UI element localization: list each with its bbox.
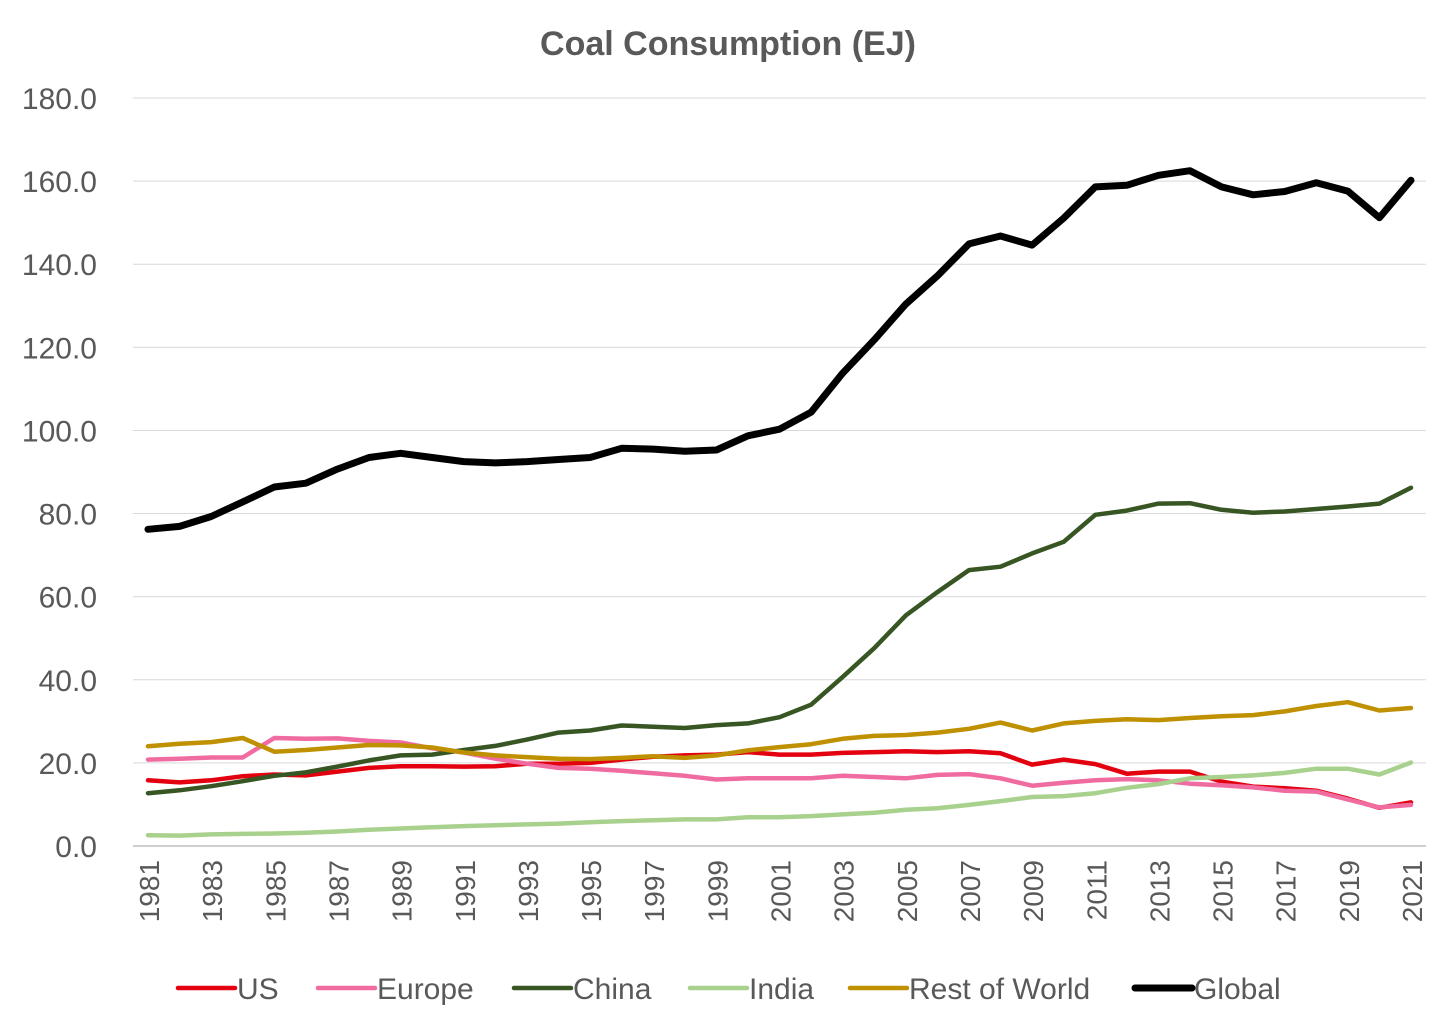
x-axis: 1981 1983 1985 1987 1989 1991 1993 1995 1997 1999… <box>134 860 1428 922</box>
y-tick-label: 80.0 <box>39 499 97 532</box>
legend-label: US <box>237 973 279 1006</box>
series-line-us <box>145 749 1414 811</box>
y-tick-label: 100.0 <box>22 415 97 448</box>
x-tick-label: 1993 <box>513 860 544 922</box>
series-line-china <box>145 485 1414 796</box>
y-tick-label: 180.0 <box>22 83 97 116</box>
legend-label: Global <box>1194 973 1281 1006</box>
x-tick-label: 1997 <box>639 860 670 922</box>
legend: US Europe China India Rest of World Global <box>175 973 1281 1006</box>
x-tick-label: 2003 <box>829 860 860 922</box>
y-tick-label: 0.0 <box>55 831 97 864</box>
legend-label: Europe <box>377 973 474 1006</box>
y-axis: 0.0 20.0 40.0 60.0 80.0 100.0 120.0 140.0 160.0 1… <box>22 83 97 864</box>
y-tick-label: 160.0 <box>22 166 97 199</box>
series-line-rest-of-world <box>145 699 1414 762</box>
legend-label: India <box>749 973 814 1006</box>
y-tick-label: 120.0 <box>22 332 97 365</box>
x-tick-label: 2015 <box>1208 860 1239 922</box>
x-tick-label: 1991 <box>450 860 481 922</box>
series-line-global <box>144 167 1415 533</box>
x-tick-label: 2011 <box>1081 860 1112 920</box>
x-tick-label: 1989 <box>387 860 418 922</box>
plot-area <box>144 167 1415 838</box>
y-tick-label: 20.0 <box>39 748 97 781</box>
x-tick-label: 2007 <box>955 860 986 922</box>
y-tick-label: 60.0 <box>39 582 97 615</box>
y-tick-label: 40.0 <box>39 665 97 698</box>
series-line-europe <box>145 735 1414 810</box>
x-tick-label: 2021 <box>1397 860 1428 922</box>
y-tick-label: 140.0 <box>22 249 97 282</box>
x-tick-label: 2009 <box>1018 860 1049 922</box>
x-tick-label: 2019 <box>1334 860 1365 922</box>
x-tick-label: 1995 <box>576 860 607 922</box>
x-tick-label: 2017 <box>1271 860 1302 922</box>
x-tick-label: 1985 <box>260 860 291 922</box>
x-tick-label: 1999 <box>702 860 733 922</box>
x-tick-label: 1981 <box>134 860 165 922</box>
legend-label: China <box>573 973 652 1006</box>
x-tick-label: 2005 <box>892 860 923 922</box>
chart-title: Coal Consumption (EJ) <box>540 25 916 63</box>
legend-label: Rest of World <box>909 973 1090 1006</box>
series-line-india <box>145 760 1414 838</box>
x-tick-label: 2013 <box>1144 860 1175 922</box>
x-tick-label: 1983 <box>197 860 228 922</box>
x-tick-label: 1987 <box>323 860 354 922</box>
x-tick-label: 2001 <box>766 860 797 922</box>
